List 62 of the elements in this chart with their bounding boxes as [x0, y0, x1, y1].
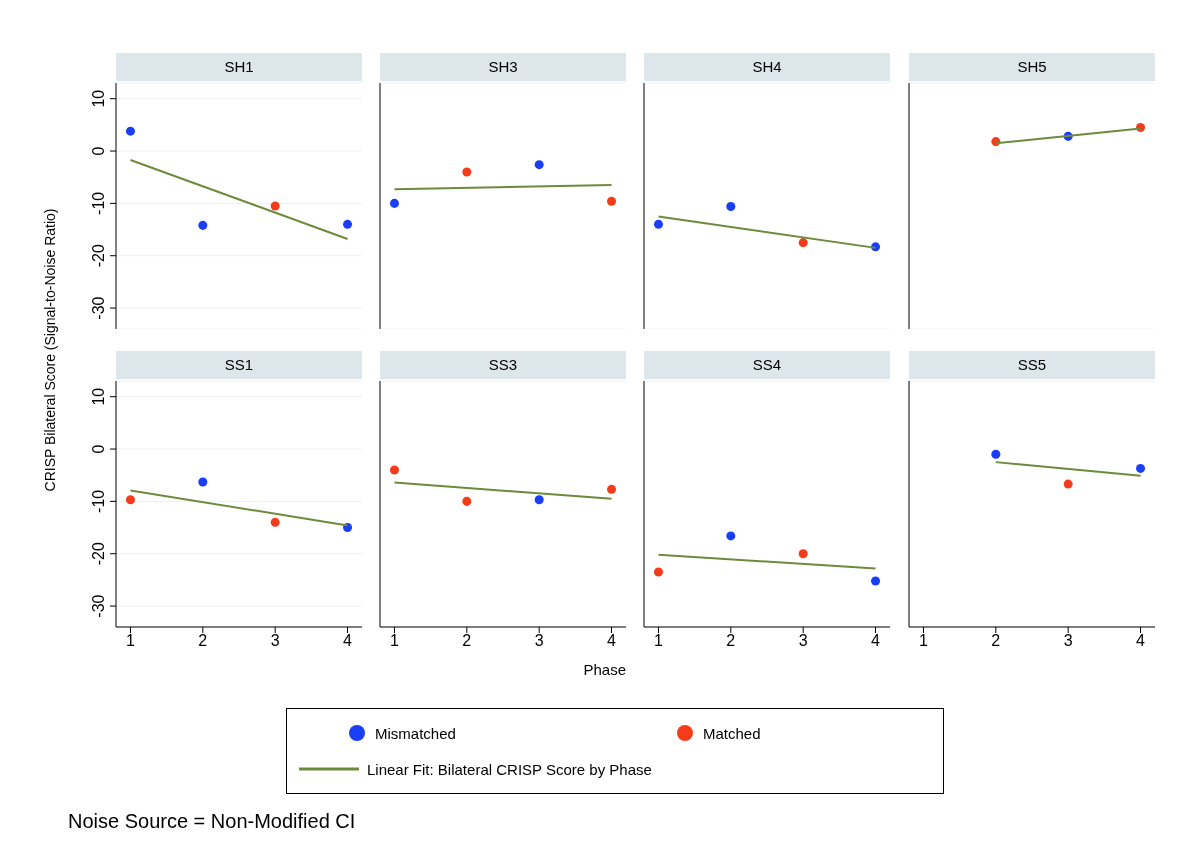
point	[534, 160, 544, 170]
y-tick-label: 0	[90, 444, 107, 454]
point	[270, 201, 280, 211]
x-tick-label: 3	[534, 632, 544, 650]
legend-label: Mismatched	[375, 724, 456, 742]
x-tick-label: 2	[726, 632, 736, 650]
y-tick-label: -30	[90, 594, 107, 618]
x-tick-label: 4	[607, 632, 617, 650]
point	[726, 202, 736, 212]
point	[270, 517, 280, 527]
y-tick-label: -10	[90, 489, 107, 513]
chart-title: SH4	[644, 53, 890, 81]
legend-label: Matched	[703, 724, 761, 742]
point	[343, 219, 353, 229]
x-tick-label: 4	[1136, 632, 1146, 650]
chart-title: SH3	[380, 53, 626, 81]
point	[198, 477, 208, 487]
point	[798, 549, 808, 559]
x-tick-label: 3	[798, 632, 808, 650]
y-tick-label: 10	[90, 89, 107, 108]
x-tick-label: 2	[198, 632, 208, 650]
x-tick-label: 1	[390, 632, 400, 650]
chart-title: SS3	[380, 351, 626, 379]
point	[653, 567, 663, 577]
x-axis-title: Phase	[582, 661, 626, 678]
y-tick-label: 10	[90, 387, 107, 406]
chart-title: SH1	[116, 53, 362, 81]
y-tick-label: -10	[90, 191, 107, 215]
point	[389, 465, 399, 475]
y-axis-title: CRISP Bilateral Score (Signal-to-Noise Ratio)	[42, 207, 59, 494]
y-tick-label: -30	[90, 296, 107, 320]
y-tick-label: 0	[90, 146, 107, 156]
point	[798, 238, 808, 248]
y-tick-label: -20	[90, 244, 107, 268]
point	[607, 484, 617, 494]
point	[389, 198, 399, 208]
x-tick-label: 3	[270, 632, 280, 650]
point	[462, 496, 472, 506]
point	[871, 576, 881, 586]
legend-label: Linear Fit: Bilateral CRISP Score by Phase	[367, 760, 652, 778]
x-tick-label: 3	[1063, 632, 1073, 650]
point	[125, 495, 135, 505]
point	[653, 219, 663, 229]
chart-title: SS4	[644, 351, 890, 379]
point	[125, 126, 135, 136]
x-tick-label: 2	[462, 632, 472, 650]
x-tick-label: 2	[991, 632, 1001, 650]
point	[462, 167, 472, 177]
point	[534, 495, 544, 505]
chart-title: SH5	[909, 53, 1155, 81]
x-tick-label: 4	[871, 632, 881, 650]
x-tick-label: 1	[919, 632, 929, 650]
point	[198, 220, 208, 230]
chart-title: SS1	[116, 351, 362, 379]
x-tick-label: 1	[654, 632, 664, 650]
y-tick-label: -20	[90, 542, 107, 566]
chart-title: SS5	[909, 351, 1155, 379]
x-tick-label: 4	[343, 632, 353, 650]
x-tick-label: 1	[126, 632, 136, 650]
point	[726, 531, 736, 541]
point	[607, 196, 617, 206]
text: Noise Source = Non-Modified CI	[68, 810, 356, 833]
